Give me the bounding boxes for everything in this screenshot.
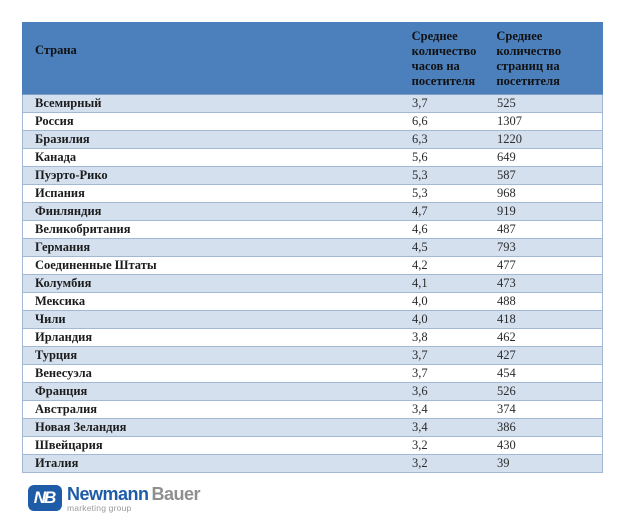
table-row: Венесуэла 3,7 454 <box>23 365 602 383</box>
cell-hours: 3,7 <box>412 348 428 362</box>
cell-hours: 3,4 <box>412 402 428 416</box>
table-row: Бразилия 6,3 1220 <box>23 131 602 149</box>
cell-pages: 1220 <box>497 132 522 146</box>
table-row: Австралия 3,4 374 <box>23 401 602 419</box>
nb-logo-icon: NB <box>28 485 62 511</box>
cell-country: Всемирный <box>35 96 102 110</box>
cell-pages: 1307 <box>497 114 522 128</box>
cell-hours: 4,1 <box>412 276 428 290</box>
cell-country: Франция <box>35 384 88 398</box>
cell-hours: 3,2 <box>412 456 428 470</box>
cell-pages: 477 <box>497 258 516 272</box>
cell-hours: 4,5 <box>412 240 428 254</box>
cell-pages: 430 <box>497 438 516 452</box>
cell-country: Австралия <box>35 402 98 416</box>
cell-hours: 6,6 <box>412 114 428 128</box>
cell-pages: 487 <box>497 222 516 236</box>
cell-pages: 793 <box>497 240 516 254</box>
cell-country: Венесуэла <box>35 366 92 380</box>
table-row: Испания 5,3 968 <box>23 185 602 203</box>
cell-country: Швейцария <box>35 438 103 452</box>
cell-pages: 418 <box>497 312 516 326</box>
cell-country: Соединенные Штаты <box>35 258 157 272</box>
cell-pages: 649 <box>497 150 516 164</box>
cell-pages: 462 <box>497 330 516 344</box>
cell-pages: 473 <box>497 276 516 290</box>
table-row: Россия 6,6 1307 <box>23 113 602 131</box>
cell-pages: 386 <box>497 420 516 434</box>
cell-hours: 4,2 <box>412 258 428 272</box>
cell-country: Испания <box>35 186 85 200</box>
table-row: Финляндия 4,7 919 <box>23 203 602 221</box>
country-stats-table: Страна Среднее количество часов на посет… <box>22 22 603 473</box>
cell-pages: 427 <box>497 348 516 362</box>
cell-pages: 968 <box>497 186 516 200</box>
table-row: Швейцария 3,2 430 <box>23 437 602 455</box>
table-row: Великобритания 4,6 487 <box>23 221 602 239</box>
table-row: Ирландия 3,8 462 <box>23 329 602 347</box>
cell-country: Россия <box>35 114 74 128</box>
newmann-bauer-logo: NB Newmann Bauer marketing group <box>28 484 201 513</box>
cell-hours: 4,6 <box>412 222 428 236</box>
logo-tagline: marketing group <box>67 503 132 513</box>
cell-hours: 3,7 <box>412 366 428 380</box>
table-row: Канада 5,6 649 <box>23 149 602 167</box>
cell-pages: 39 <box>497 456 510 470</box>
cell-hours: 5,6 <box>412 150 428 164</box>
cell-pages: 525 <box>497 96 516 110</box>
table-row: Соединенные Штаты 4,2 477 <box>23 257 602 275</box>
column-header-country: Страна <box>35 43 77 57</box>
logo-names: Newmann Bauer <box>67 484 201 504</box>
cell-country: Пуэрто-Рико <box>35 168 108 182</box>
cell-hours: 4,0 <box>412 312 428 326</box>
cell-pages: 526 <box>497 384 516 398</box>
cell-hours: 6,3 <box>412 132 428 146</box>
cell-country: Финляндия <box>35 204 102 218</box>
logo-text: Newmann Bauer marketing group <box>67 484 201 513</box>
cell-country: Бразилия <box>35 132 90 146</box>
cell-hours: 4,0 <box>412 294 428 308</box>
cell-hours: 3,2 <box>412 438 428 452</box>
cell-pages: 488 <box>497 294 516 308</box>
table-row: Мексика 4,0 488 <box>23 293 602 311</box>
table-row: Турция 3,7 427 <box>23 347 602 365</box>
cell-pages: 919 <box>497 204 516 218</box>
cell-hours: 3,7 <box>412 96 428 110</box>
table-row: Новая Зеландия 3,4 386 <box>23 419 602 437</box>
cell-pages: 374 <box>497 402 516 416</box>
table-header-row: Страна Среднее количество часов на посет… <box>22 22 603 95</box>
cell-country: Италия <box>35 456 79 470</box>
cell-country: Новая Зеландия <box>35 420 127 434</box>
column-header-avg-pages: Среднее количество страниц на посетителя <box>496 29 562 88</box>
cell-country: Германия <box>35 240 91 254</box>
cell-hours: 4,7 <box>412 204 428 218</box>
cell-pages: 587 <box>497 168 516 182</box>
cell-hours: 5,3 <box>412 168 428 182</box>
cell-country: Великобритания <box>35 222 131 236</box>
cell-country: Ирландия <box>35 330 93 344</box>
table-row: Пуэрто-Рико 5,3 587 <box>23 167 602 185</box>
cell-country: Чили <box>35 312 66 326</box>
table-row: Франция 3,6 526 <box>23 383 602 401</box>
cell-hours: 3,4 <box>412 420 428 434</box>
cell-hours: 3,6 <box>412 384 428 398</box>
logo-name-bauer: Bauer <box>151 484 201 504</box>
cell-country: Турция <box>35 348 78 362</box>
table-row: Италия 3,2 39 <box>23 455 602 473</box>
table-row: Германия 4,5 793 <box>23 239 602 257</box>
cell-hours: 3,8 <box>412 330 428 344</box>
cell-hours: 5,3 <box>412 186 428 200</box>
logo-name-newmann: Newmann <box>67 484 149 504</box>
column-header-avg-hours: Среднее количество часов на посетителя <box>411 29 477 88</box>
cell-country: Мексика <box>35 294 86 308</box>
cell-pages: 454 <box>497 366 516 380</box>
table-row: Всемирный 3,7 525 <box>23 95 602 113</box>
table-body: Всемирный 3,7 525 Россия 6,6 1307 Бразилия 6,3 1… <box>22 95 603 473</box>
cell-country: Колумбия <box>35 276 92 290</box>
table-row: Колумбия 4,1 473 <box>23 275 602 293</box>
table-row: Чили 4,0 418 <box>23 311 602 329</box>
cell-country: Канада <box>35 150 77 164</box>
